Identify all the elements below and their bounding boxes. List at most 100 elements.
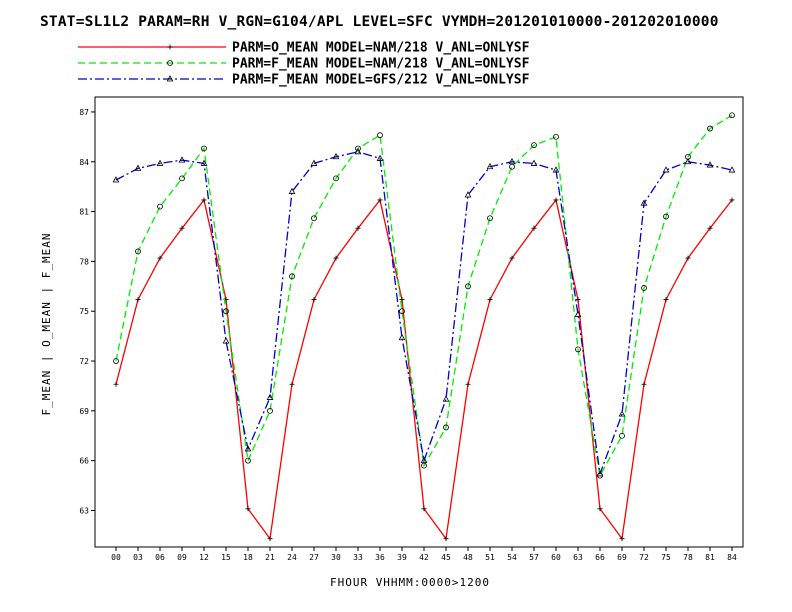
data-point — [135, 248, 141, 255]
x-tick-label: 60 — [551, 553, 561, 562]
data-point — [398, 333, 406, 341]
data-point — [706, 161, 714, 168]
data-point — [113, 358, 119, 364]
x-tick-label: 66 — [595, 553, 605, 562]
series-2-line — [115, 114, 733, 478]
data-point — [179, 225, 185, 231]
data-point — [531, 142, 537, 149]
legend-label: PARM=F_MEAN MODEL=NAM/218 V_ANL=ONLYSF — [232, 57, 530, 72]
data-point — [684, 157, 692, 165]
x-tick-label: 09 — [177, 553, 187, 562]
data-point — [289, 381, 295, 387]
data-point — [178, 156, 186, 163]
data-point — [487, 297, 493, 303]
data-point — [509, 163, 515, 170]
legend-entry-3: PARM=F_MEAN MODEL=GFS/212 V_ANL=ONLYSF — [78, 73, 530, 88]
data-point — [553, 197, 559, 203]
data-point — [618, 410, 626, 417]
data-point — [201, 197, 207, 203]
data-point — [399, 297, 405, 303]
data-point — [531, 225, 537, 231]
data-point — [245, 506, 251, 512]
data-point — [157, 255, 163, 261]
data-point — [443, 536, 449, 542]
data-point — [619, 536, 625, 542]
y-tick-label: 63 — [79, 506, 89, 515]
data-point — [663, 213, 669, 220]
legend: PARM=O_MEAN MODEL=NAM/218 V_ANL=ONLYSFPA… — [78, 41, 530, 88]
data-point — [377, 197, 383, 203]
x-tick-label: 33 — [353, 553, 363, 562]
data-point — [355, 225, 361, 231]
x-tick-label: 48 — [463, 553, 473, 562]
data-point — [311, 215, 317, 222]
x-tick-label: 45 — [441, 553, 451, 562]
series-layer — [112, 112, 736, 542]
data-point — [530, 159, 538, 166]
data-point — [267, 407, 273, 414]
data-point — [377, 132, 383, 139]
x-tick-label: 57 — [529, 553, 539, 562]
x-tick-label: 51 — [485, 553, 495, 562]
legend-label: PARM=O_MEAN MODEL=NAM/218 V_ANL=ONLYSF — [232, 41, 530, 56]
x-tick-label: 84 — [727, 553, 737, 562]
data-point — [597, 506, 603, 512]
y-tick-label: 84 — [79, 158, 89, 167]
data-point — [113, 381, 119, 387]
legend-entry-2: PARM=F_MEAN MODEL=NAM/218 V_ANL=ONLYSF — [78, 57, 530, 72]
data-point — [465, 283, 471, 290]
x-tick-label: 30 — [331, 553, 341, 562]
data-point — [575, 346, 581, 353]
x-tick-label: 81 — [705, 553, 715, 562]
x-tick-label: 06 — [155, 553, 165, 562]
series-1 — [113, 197, 735, 542]
data-point — [222, 337, 230, 344]
y-tick-label: 81 — [79, 208, 89, 217]
x-tick-label: 24 — [287, 553, 297, 562]
legend-marker — [167, 60, 173, 66]
x-tick-label: 21 — [265, 553, 275, 562]
data-point — [707, 125, 713, 132]
y-tick-label: 78 — [79, 257, 89, 266]
chart-title: STAT=SL1L2 PARAM=RH V_RGN=G104/APL LEVEL… — [40, 14, 719, 30]
legend-entry-1: PARM=O_MEAN MODEL=NAM/218 V_ANL=ONLYSF — [78, 41, 530, 56]
data-point — [420, 456, 428, 464]
data-point — [509, 255, 515, 261]
y-tick-label: 75 — [79, 307, 89, 316]
y-tick-label: 69 — [79, 407, 89, 416]
data-point — [707, 225, 713, 231]
data-point — [399, 308, 405, 315]
data-point — [574, 310, 582, 317]
legend-marker — [166, 75, 174, 82]
y-axis-label: F_MEAN | O_MEAN | F_MEAN — [40, 233, 53, 416]
x-axis-label: FHOUR VHHMM:0000>1200 — [330, 576, 490, 589]
y-tick-label: 87 — [79, 108, 89, 117]
data-point — [729, 112, 735, 119]
data-point — [112, 176, 120, 183]
data-point — [157, 203, 163, 210]
data-point — [662, 166, 670, 173]
x-tick-label: 54 — [507, 553, 517, 562]
series-3 — [112, 147, 736, 477]
data-point — [332, 152, 340, 160]
y-axis: 63 66 69 72 75 78 81 84 87 — [79, 108, 95, 515]
data-point — [663, 297, 669, 303]
data-point — [223, 308, 229, 315]
plot-frame — [94, 96, 744, 548]
data-point — [201, 145, 207, 152]
y-tick-label: 72 — [79, 357, 89, 366]
data-point — [333, 175, 339, 182]
data-point — [354, 147, 362, 155]
data-point — [289, 273, 295, 280]
data-point — [311, 297, 317, 303]
series-3-line — [115, 151, 733, 475]
data-point — [728, 166, 736, 173]
data-point — [619, 432, 625, 439]
series-2 — [113, 112, 735, 479]
data-point — [310, 159, 318, 166]
data-point — [134, 164, 142, 171]
data-point — [135, 297, 141, 303]
x-tick-label: 12 — [199, 553, 209, 562]
data-point — [729, 197, 735, 203]
